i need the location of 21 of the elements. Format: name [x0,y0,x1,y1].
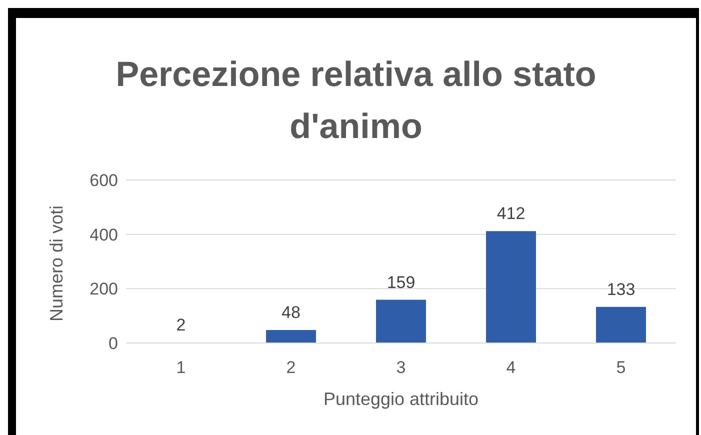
data-label: 412 [496,204,526,224]
x-tick-label: 4 [506,358,516,378]
x-axis-title: Punteggio attribuito [323,389,479,409]
y-tick-label: 200 [90,280,118,299]
bar [376,300,426,343]
bar [266,330,316,343]
data-label: 133 [606,280,636,299]
x-tick-label: 5 [616,358,626,378]
data-label: 159 [386,272,416,292]
data-label: 2 [176,315,186,334]
bar [486,231,536,343]
bar [596,306,646,343]
data-label: 48 [282,302,300,322]
y-axis-title: Numero di voti [46,205,66,322]
x-tick-label: 3 [396,358,406,378]
y-tick-label: 400 [90,225,118,244]
x-tick-label: 2 [286,358,296,378]
y-tick-label: 600 [90,171,118,190]
y-tick-label: 0 [108,334,118,354]
chart-title: Percezione relativa allo stato d'animo [114,54,598,148]
x-tick-label: 1 [176,358,186,378]
